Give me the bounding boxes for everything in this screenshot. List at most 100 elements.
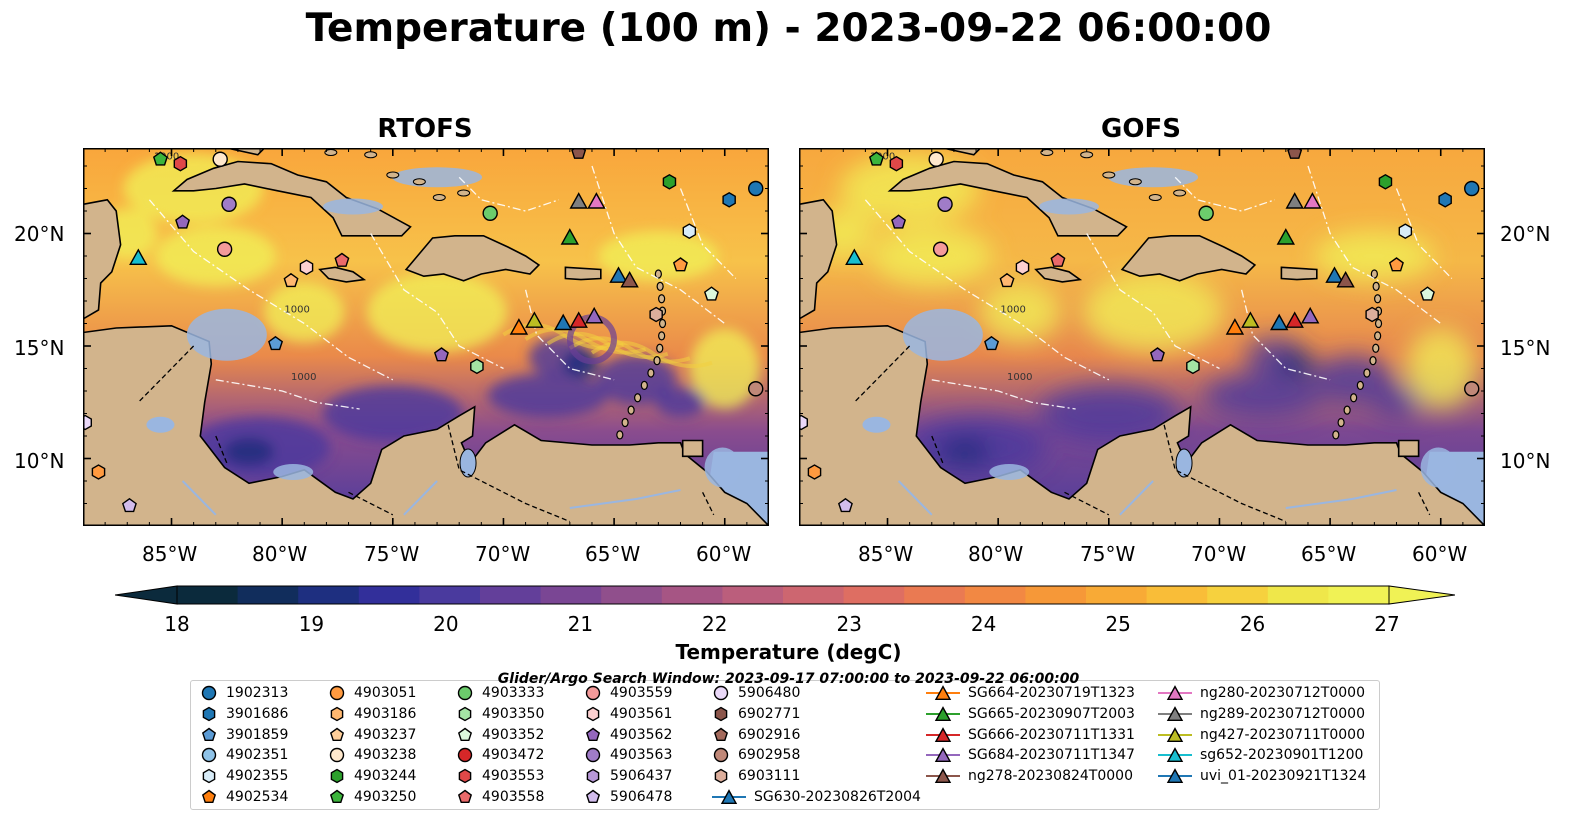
legend-marker	[1166, 685, 1184, 701]
legend-entry: 4902355	[200, 766, 288, 786]
legend-circle-icon	[329, 685, 345, 701]
float-marker	[470, 358, 484, 375]
legend-entry: 4903352	[456, 725, 544, 745]
float-marker	[799, 414, 809, 431]
float-marker	[129, 248, 148, 266]
float-marker	[283, 272, 299, 288]
float-marker	[807, 464, 822, 480]
legend-title: Glider/Argo Search Window: 2023-09-17 07…	[497, 671, 1080, 687]
legend-label: 4903238	[354, 747, 417, 764]
legend-label: 4902534	[226, 789, 289, 805]
float-marker	[999, 272, 1015, 288]
legend-label: SG666-20230711T1331	[968, 726, 1135, 743]
legend-label: ng278-20230824T0000	[968, 768, 1133, 785]
legend-label: 4903563	[610, 747, 673, 764]
legend-marker	[714, 706, 728, 722]
legend-label: SG630-20230826T2004	[754, 789, 921, 805]
colorbar-tick-label: 26	[1239, 612, 1266, 636]
legend-label: 4902355	[226, 768, 289, 785]
float-marker	[554, 313, 573, 331]
float-marker	[1336, 270, 1355, 288]
float-marker	[722, 191, 736, 208]
float-marker	[587, 192, 606, 209]
contour-label: 1000	[291, 372, 316, 383]
legend-label: 4903561	[610, 705, 673, 722]
legend-marker	[457, 789, 473, 804]
legend-pentagon-icon	[201, 727, 217, 741]
legend-entry: ng427-20230711T0000	[1158, 725, 1365, 745]
float-marker	[868, 151, 884, 166]
legend	[190, 680, 1380, 810]
float-marker	[525, 311, 544, 328]
legend-marker	[457, 727, 473, 741]
legend-label: 1902313	[226, 685, 289, 701]
legend-label: sg652-20230901T1200	[1200, 747, 1364, 764]
legend-marker	[330, 768, 344, 784]
colorbar-segment	[1086, 586, 1148, 604]
legend-triangle-icon	[1158, 768, 1192, 784]
legend-entry: 1902313	[200, 683, 288, 703]
legend-entry: 4903250	[328, 787, 416, 807]
legend-label: 6902916	[738, 726, 801, 743]
legend-marker	[934, 726, 952, 742]
legend-triangle-icon	[926, 768, 960, 784]
legend-triangle-icon	[1158, 747, 1192, 763]
float-marker	[1419, 286, 1435, 301]
colorbar-segment	[964, 586, 1026, 604]
float-marker	[299, 259, 314, 276]
lon-tick-80-left: 80°W	[252, 542, 308, 566]
legend-marker	[720, 789, 738, 805]
float-marker	[1186, 358, 1200, 375]
legend-triangle-icon	[926, 705, 960, 721]
colorbar	[115, 585, 1455, 605]
colorbar-tick-label: 22	[702, 612, 728, 636]
lon-tick-85-right: 85°W	[858, 542, 914, 566]
legend-entry: SG684-20230711T1347	[926, 745, 1135, 765]
legend-entry: SG664-20230719T1323	[926, 683, 1135, 703]
legend-label: 4903051	[354, 685, 417, 701]
legend-label: 3901686	[226, 705, 289, 722]
legend-pentagon-icon	[585, 727, 601, 741]
legend-entry: 4903563	[584, 745, 672, 765]
float-marker	[1015, 259, 1030, 276]
colorbar-tick-label: 25	[1105, 612, 1131, 636]
float-marker	[1198, 205, 1214, 221]
float-marker	[1270, 313, 1289, 331]
colorbar-segment	[1328, 586, 1390, 604]
legend-pentagon-icon	[201, 789, 217, 804]
legend-marker	[713, 748, 729, 763]
legend-entry: SG630-20230826T2004	[712, 787, 921, 807]
float-marker	[1303, 192, 1322, 209]
legend-entry: 4903472	[456, 745, 544, 765]
float-marker	[891, 214, 907, 229]
float-marker	[571, 148, 587, 159]
legend-label: 6902771	[738, 705, 801, 722]
float-marker	[932, 241, 949, 257]
float-marker	[212, 151, 228, 167]
float-marker	[509, 318, 529, 335]
float-marker	[1241, 311, 1260, 328]
legend-entry: 4903238	[328, 745, 416, 765]
legend-marker	[201, 748, 217, 763]
legend-circle-icon	[713, 685, 729, 701]
legend-marker	[934, 768, 952, 784]
land-area	[226, 148, 266, 156]
legend-marker	[934, 685, 952, 701]
legend-marker	[713, 685, 729, 701]
legend-marker	[714, 768, 728, 784]
float-marker	[569, 311, 588, 328]
colorbar-tick-label: 24	[970, 612, 997, 636]
legend-marker	[329, 685, 345, 701]
float-marker	[121, 497, 137, 513]
legend-entry: ng278-20230824T0000	[926, 766, 1133, 786]
float-marker	[1438, 191, 1452, 208]
float-marker	[585, 306, 604, 324]
legend-hexagon-icon	[586, 706, 600, 722]
float-marker	[1365, 306, 1379, 323]
land-area	[404, 235, 541, 282]
lon-tick-85-left: 85°W	[142, 542, 198, 566]
legend-label: 4903553	[482, 768, 545, 785]
legend-hexagon-icon	[330, 768, 344, 784]
float-marker	[268, 335, 284, 351]
